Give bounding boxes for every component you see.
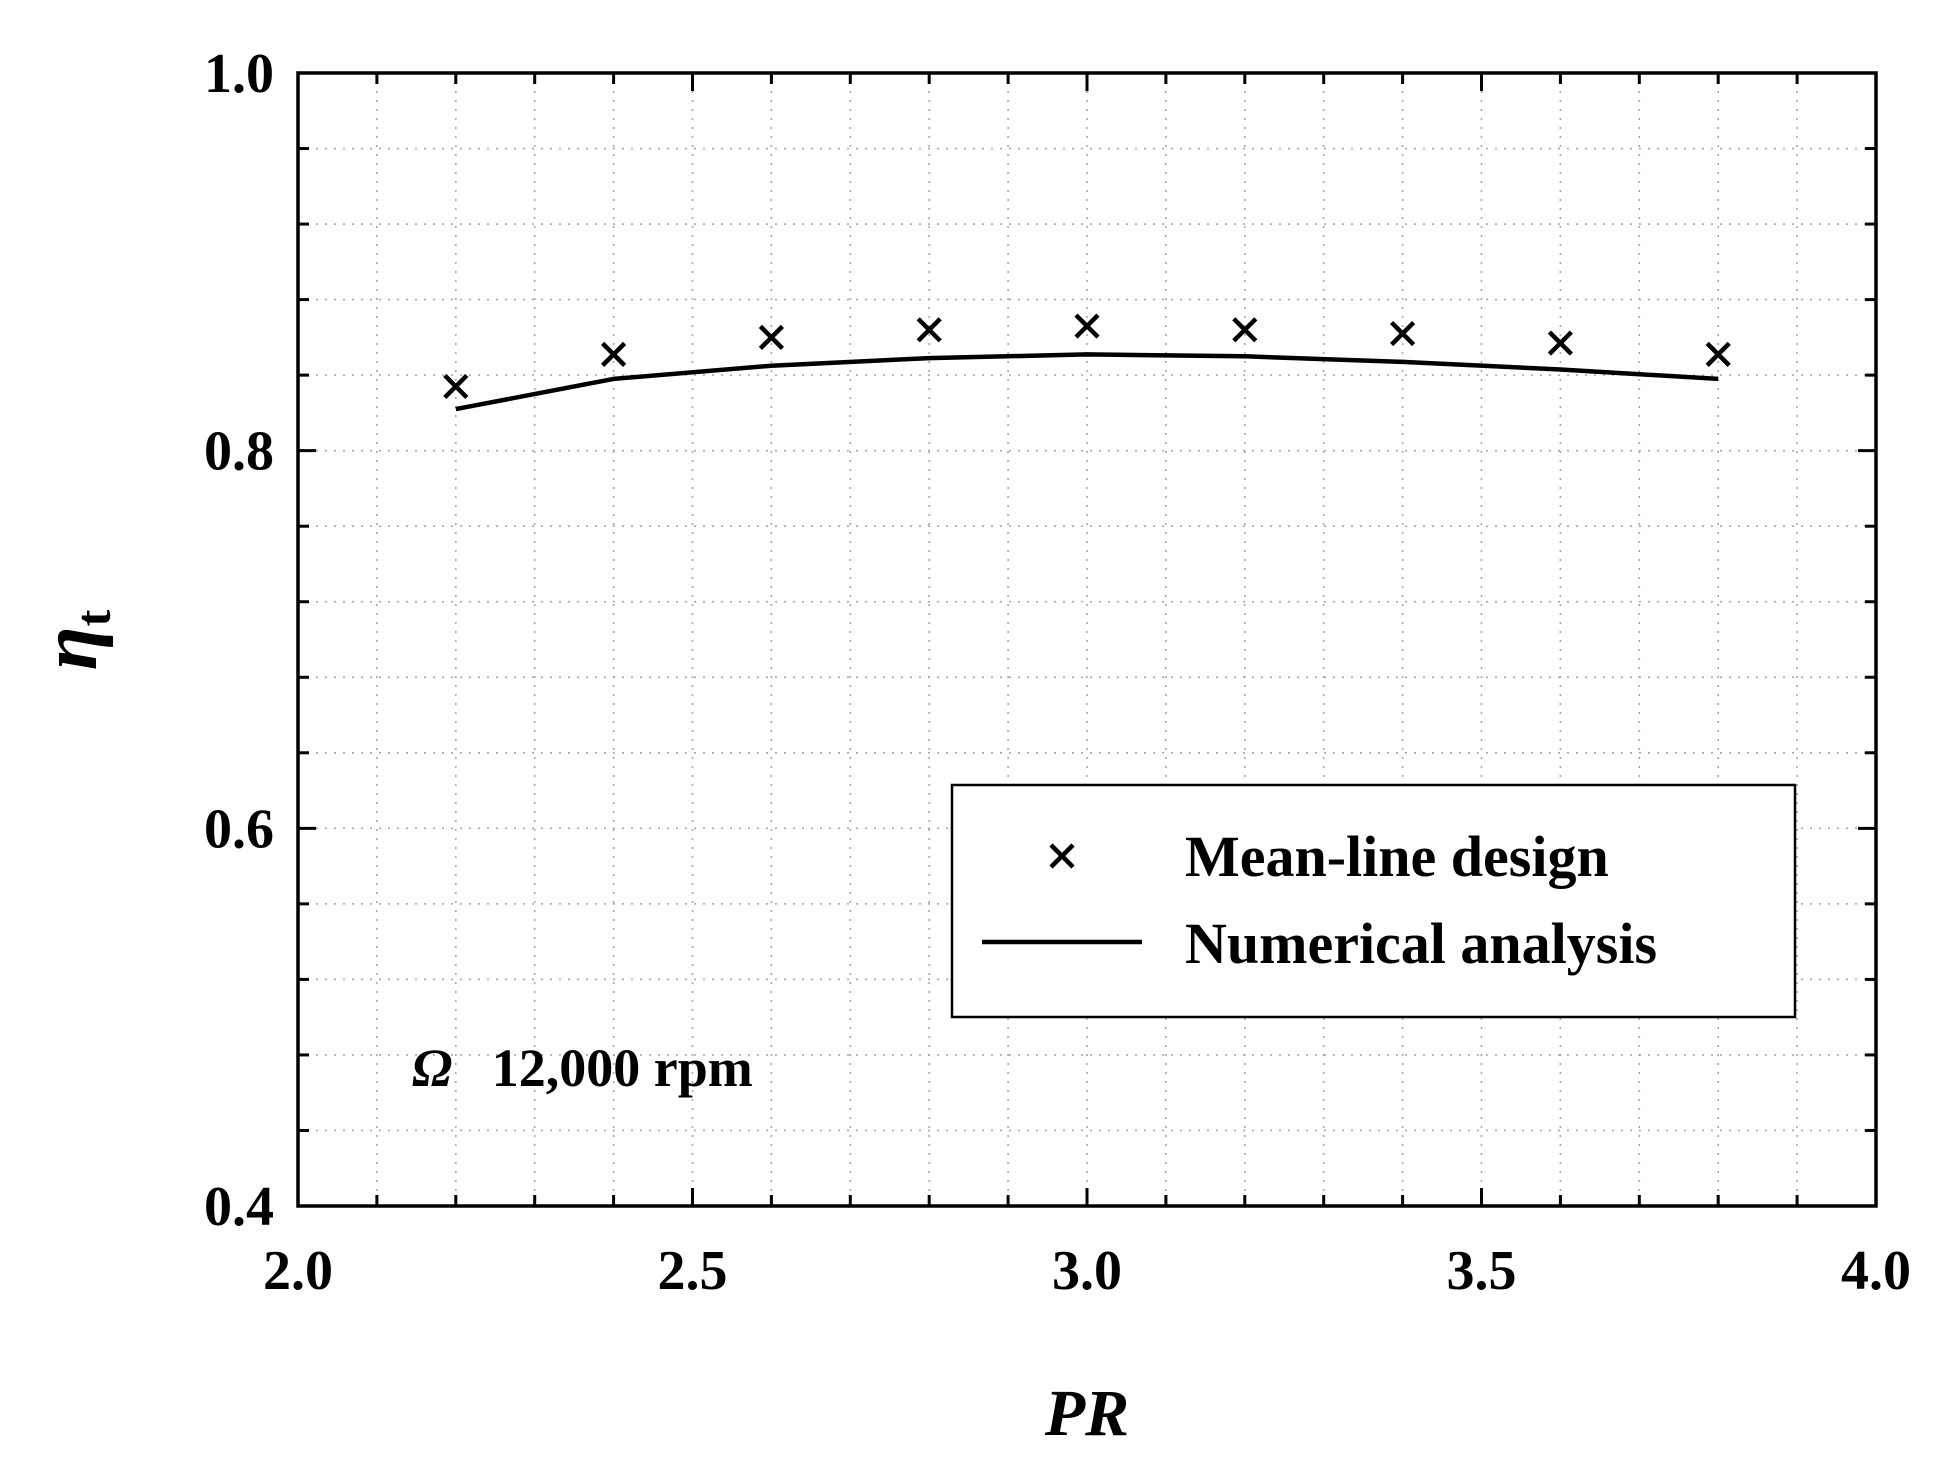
mean-line-design-point	[1074, 313, 1100, 339]
numerical-analysis-series	[455, 352, 1719, 412]
legend-box	[950, 783, 1797, 1019]
y-tick-label: 0.4	[204, 1176, 274, 1238]
marker-stroke	[1705, 341, 1731, 367]
marker-stroke	[1390, 320, 1416, 347]
marker-stroke	[758, 324, 784, 350]
legend-label-mean-line-design: Mean-line design	[1185, 824, 1609, 889]
marker-stroke	[1074, 313, 1100, 339]
x-tick-label: 3.0	[1052, 1240, 1122, 1302]
marker-stroke	[1232, 317, 1258, 343]
mean-line-design-point	[1390, 320, 1416, 347]
marker-stroke	[916, 317, 942, 343]
legend-label-numerical-analysis: Numerical analysis	[1185, 911, 1657, 976]
x-axis-label: PR	[1044, 1377, 1129, 1450]
mean-line-design-series	[443, 313, 1731, 400]
marker-stroke	[443, 373, 469, 400]
y-tick-label: 0.6	[204, 798, 274, 860]
rotation-speed-value: 12,000 rpm	[492, 1038, 753, 1098]
y-tick-label: 0.8	[204, 421, 274, 483]
mean-line-design-point	[916, 317, 942, 343]
mean-line-design-point	[601, 341, 627, 367]
omega-symbol: Ω	[412, 1038, 452, 1098]
x-tick-label: 3.5	[1447, 1240, 1517, 1302]
marker-stroke	[601, 341, 627, 367]
tick-labels: 2.0 2.5 3.0 3.5 4.0 0.4 0.6 0.8 1.0	[204, 43, 1911, 1302]
mean-line-design-point	[758, 324, 784, 350]
legend: Mean-line design Numerical analysis	[950, 783, 1797, 1019]
x-tick-label: 2.0	[263, 1240, 333, 1302]
mean-line-design-point	[1547, 330, 1573, 356]
mean-line-design-point	[1705, 341, 1731, 367]
numerical-analysis-line	[455, 352, 1719, 412]
legend-marker-x-icon	[1049, 843, 1075, 869]
y-axis-label-eta: η	[26, 626, 114, 670]
y-tick-label: 1.0	[204, 43, 274, 105]
y-axis-label: ηt	[26, 609, 121, 670]
plot-frame	[296, 71, 1878, 1208]
x-tick-label: 2.5	[658, 1240, 728, 1302]
mean-line-design-point	[443, 373, 469, 400]
y-axis-label-subscript: t	[65, 609, 121, 626]
svg-text:ηt: ηt	[26, 609, 121, 670]
marker-stroke	[1547, 330, 1573, 356]
mean-line-design-point	[1232, 317, 1258, 343]
axis-ticks	[298, 73, 1876, 1206]
rotation-speed-annotation: Ω 12,000 rpm	[412, 1038, 753, 1098]
x-tick-label: 4.0	[1841, 1240, 1911, 1302]
